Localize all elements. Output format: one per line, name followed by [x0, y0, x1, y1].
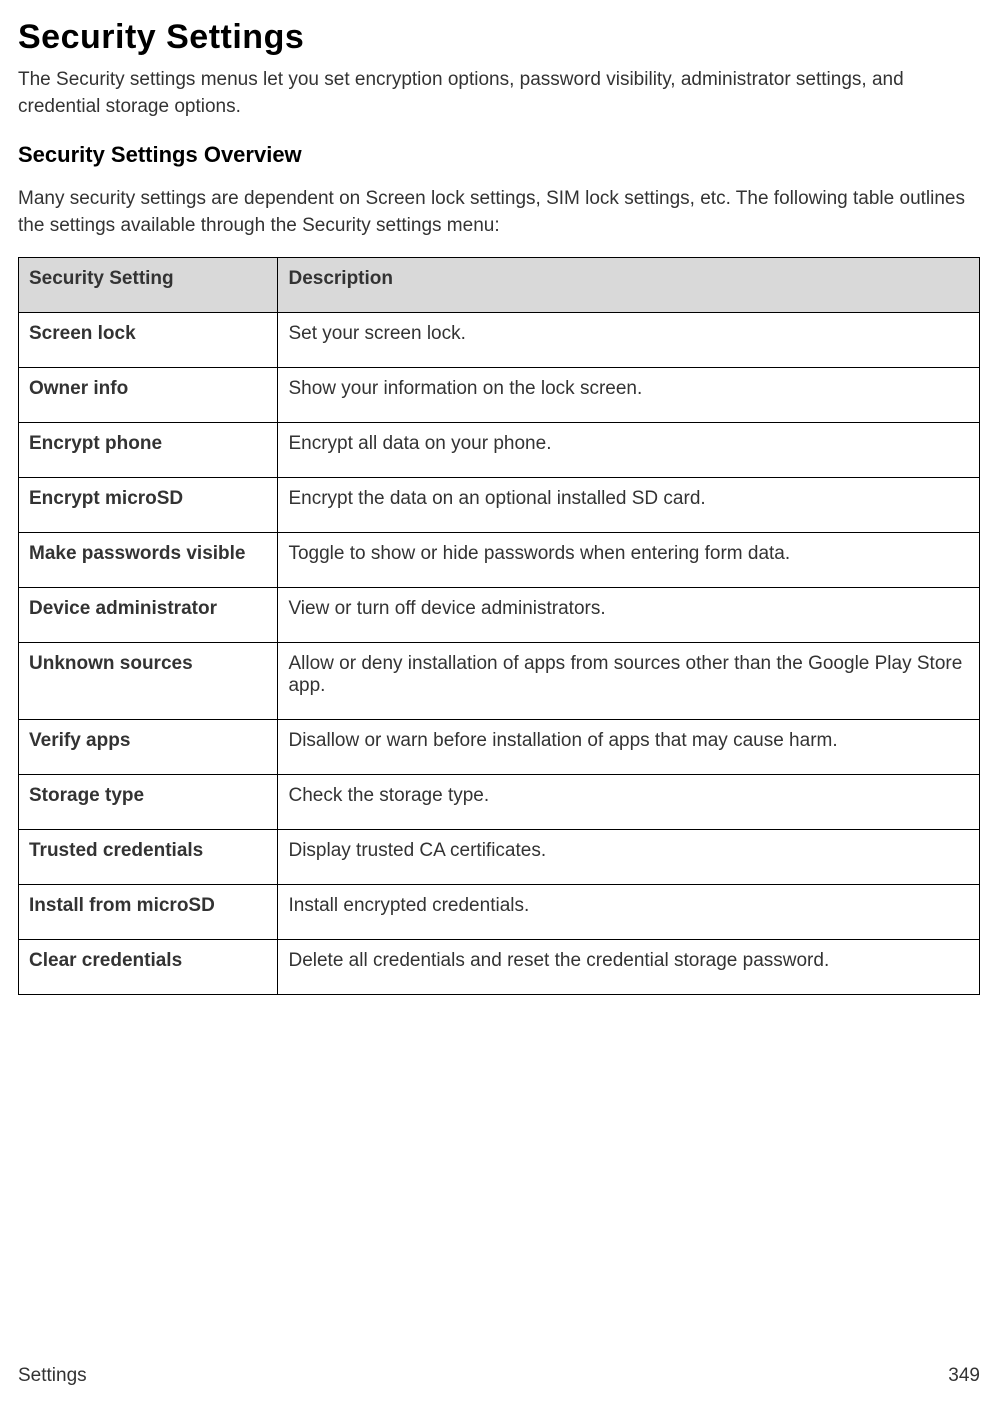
setting-name-cell: Trusted credentials [19, 830, 278, 885]
table-row: Owner info Show your information on the … [19, 368, 980, 423]
footer-page-number: 349 [948, 1365, 980, 1387]
setting-name-cell: Screen lock [19, 313, 278, 368]
setting-desc-cell: Encrypt the data on an optional installe… [278, 478, 980, 533]
table-row: Clear credentials Delete all credentials… [19, 940, 980, 995]
section-heading: Security Settings Overview [18, 142, 980, 168]
setting-name-cell: Owner info [19, 368, 278, 423]
table-row: Device administrator View or turn off de… [19, 588, 980, 643]
overview-paragraph: Many security settings are dependent on … [18, 186, 980, 239]
footer-section-label: Settings [18, 1365, 87, 1387]
setting-desc-cell: Display trusted CA certificates. [278, 830, 980, 885]
page-title: Security Settings [18, 18, 980, 57]
table-row: Install from microSD Install encrypted c… [19, 885, 980, 940]
setting-name-cell: Verify apps [19, 720, 278, 775]
setting-desc-cell: Disallow or warn before installation of … [278, 720, 980, 775]
table-row: Trusted credentials Display trusted CA c… [19, 830, 980, 885]
table-row: Screen lock Set your screen lock. [19, 313, 980, 368]
setting-desc-cell: Set your screen lock. [278, 313, 980, 368]
table-row: Encrypt microSD Encrypt the data on an o… [19, 478, 980, 533]
setting-name-cell: Unknown sources [19, 643, 278, 720]
setting-name-cell: Device administrator [19, 588, 278, 643]
col-header-setting: Security Setting [19, 258, 278, 313]
setting-desc-cell: Toggle to show or hide passwords when en… [278, 533, 980, 588]
page-footer: Settings 349 [18, 1365, 980, 1387]
col-header-description: Description [278, 258, 980, 313]
setting-name-cell: Storage type [19, 775, 278, 830]
intro-paragraph: The Security settings menus let you set … [18, 67, 980, 120]
setting-name-cell: Encrypt phone [19, 423, 278, 478]
table-header-row: Security Setting Description [19, 258, 980, 313]
setting-name-cell: Encrypt microSD [19, 478, 278, 533]
table-body: Screen lock Set your screen lock. Owner … [19, 313, 980, 995]
setting-desc-cell: Check the storage type. [278, 775, 980, 830]
setting-desc-cell: View or turn off device administrators. [278, 588, 980, 643]
table-row: Verify apps Disallow or warn before inst… [19, 720, 980, 775]
setting-desc-cell: Install encrypted credentials. [278, 885, 980, 940]
setting-name-cell: Install from microSD [19, 885, 278, 940]
setting-name-cell: Make passwords visible [19, 533, 278, 588]
table-row: Make passwords visible Toggle to show or… [19, 533, 980, 588]
setting-desc-cell: Show your information on the lock screen… [278, 368, 980, 423]
security-settings-table: Security Setting Description Screen lock… [18, 257, 980, 995]
setting-name-cell: Clear credentials [19, 940, 278, 995]
setting-desc-cell: Encrypt all data on your phone. [278, 423, 980, 478]
setting-desc-cell: Delete all credentials and reset the cre… [278, 940, 980, 995]
setting-desc-cell: Allow or deny installation of apps from … [278, 643, 980, 720]
table-row: Unknown sources Allow or deny installati… [19, 643, 980, 720]
table-row: Encrypt phone Encrypt all data on your p… [19, 423, 980, 478]
table-row: Storage type Check the storage type. [19, 775, 980, 830]
